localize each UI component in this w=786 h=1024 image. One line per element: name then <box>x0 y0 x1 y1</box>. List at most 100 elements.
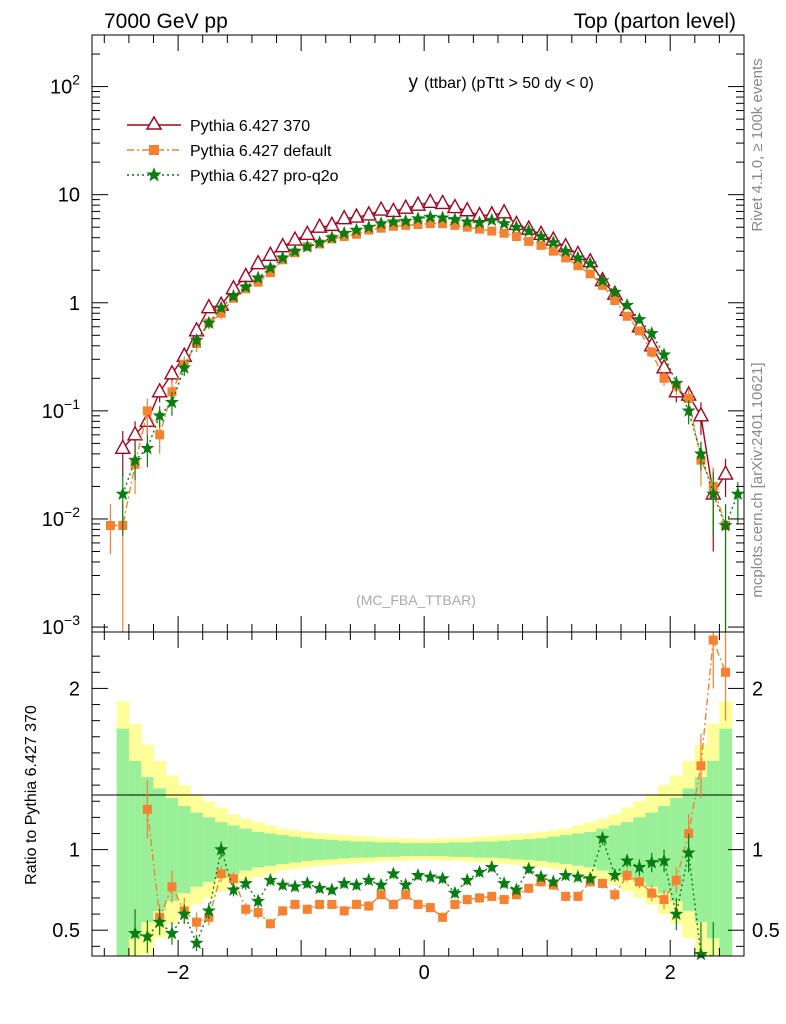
band-inner <box>116 728 130 956</box>
data-point-star <box>128 452 143 467</box>
ratio-point-square <box>659 895 669 905</box>
ratio-point-square <box>192 917 202 927</box>
ratio-point-square <box>450 899 460 909</box>
data-point-square <box>438 219 448 229</box>
data-point-star <box>177 360 192 374</box>
series-1 <box>105 219 731 632</box>
data-point-triangle <box>163 364 181 380</box>
data-point-triangle <box>151 382 168 398</box>
band-inner <box>461 842 474 857</box>
y-tick-label: 10−1 <box>42 396 80 423</box>
ratio-point-square <box>573 891 583 901</box>
data-point-star <box>164 394 179 409</box>
band-inner <box>510 839 523 860</box>
ratio-point-square <box>634 877 644 887</box>
data-point-triangle <box>397 198 414 214</box>
data-point-square <box>253 277 263 287</box>
legend-marker-square <box>149 145 159 155</box>
series-2 <box>115 209 745 632</box>
ratio-point-star <box>497 876 512 890</box>
data-point-triangle <box>323 215 341 232</box>
y-tick-exponent: −2 <box>64 504 80 520</box>
band-inner <box>301 838 314 861</box>
data-point-star <box>657 347 672 361</box>
band-inner <box>411 843 425 857</box>
plot-title-detail: (ttbar) (pTtt > 50 dy < 0) <box>424 75 594 92</box>
legend-marker-star <box>146 167 162 182</box>
y-tick-label: 10 <box>58 185 80 207</box>
ratio-point-square <box>265 919 275 929</box>
band-inner <box>485 841 499 858</box>
ratio-point-square <box>167 882 177 892</box>
band-inner <box>424 843 437 857</box>
band-inner <box>473 841 487 858</box>
ratio-y-axis-label: Ratio to Pythia 6.427 370 <box>23 705 40 885</box>
ratio-point-square <box>376 890 386 900</box>
band-inner <box>190 812 204 887</box>
plot-title-main: y <box>409 72 419 93</box>
data-point-star <box>693 446 708 460</box>
data-point-triangle <box>372 200 390 216</box>
y-tick-label: 1 <box>69 293 80 315</box>
ratio-point-star <box>128 926 143 940</box>
data-point-square <box>585 269 595 279</box>
ratio-point-star <box>164 926 179 940</box>
data-point-star <box>251 270 266 284</box>
ratio-point-square <box>327 899 337 909</box>
ratio-point-star <box>546 874 561 888</box>
data-point-star <box>152 408 167 422</box>
data-point-triangle <box>495 203 513 219</box>
rivet-label: Rivet 4.1.0, ≥ 100k events <box>749 58 766 231</box>
ratio-point-star <box>669 906 684 921</box>
data-point-square <box>536 240 546 250</box>
legend-label-proq2o: Pythia 6.427 pro-q2o <box>190 168 339 185</box>
series-line <box>122 201 727 496</box>
ratio-point-square <box>598 878 608 888</box>
data-point-star <box>300 239 315 253</box>
legend-entry-proq2o: Pythia 6.427 pro-q2o <box>127 167 339 185</box>
analysis-watermark: (MC_FBA_TTBAR) <box>356 592 476 608</box>
ratio-point-square <box>487 891 497 901</box>
data-point-square <box>487 226 497 236</box>
band-inner <box>239 828 253 871</box>
ratio-point-square <box>708 635 718 645</box>
x-tick-label: 0 <box>419 962 430 984</box>
data-point-star <box>583 256 598 270</box>
data-point-star <box>607 284 622 299</box>
data-point-square <box>684 394 694 404</box>
data-point-star <box>238 279 253 293</box>
y-tick-label: 10−3 <box>42 612 80 639</box>
data-point-star <box>484 212 499 227</box>
data-point-star <box>718 518 733 532</box>
main-panel: 10−3 10−2 10−1 1 10 102 y (ttbar) (pTtt > 50 … <box>42 34 745 639</box>
main-series-layer <box>105 192 745 632</box>
data-point-square <box>475 224 485 234</box>
ratio-point-star <box>324 882 339 896</box>
mcplots-label: mcplots.cern.ch [arXiv:2401.10621] <box>749 362 766 597</box>
ratio-series-1 <box>128 830 714 961</box>
series-0 <box>114 192 734 552</box>
data-point-star <box>226 288 241 303</box>
legend: Pythia 6.427 370 Pythia 6.427 default Py… <box>127 115 339 185</box>
data-point-star <box>201 315 216 329</box>
data-point-star <box>361 219 376 234</box>
legend-entry-default: Pythia 6.427 default <box>127 143 332 160</box>
ratio-point-square <box>561 891 571 901</box>
data-point-star <box>189 332 204 347</box>
data-point-star <box>521 223 536 238</box>
ratio-point-star <box>423 869 438 884</box>
data-point-square <box>659 373 669 383</box>
data-point-square <box>462 222 472 232</box>
x-tick-labels: −2 0 2 <box>167 962 676 984</box>
data-point-triangle <box>409 195 427 211</box>
band-inner <box>497 840 511 859</box>
ratio-point-square <box>290 899 300 909</box>
data-point-star <box>533 229 549 243</box>
data-point-star <box>324 230 339 244</box>
y-tick-exponent: 2 <box>72 72 80 88</box>
data-point-star <box>570 250 585 264</box>
ratio-point-star <box>435 871 450 885</box>
ratio-point-star <box>558 868 573 882</box>
ratio-point-star <box>509 882 524 896</box>
ratio-point-star <box>644 855 659 869</box>
